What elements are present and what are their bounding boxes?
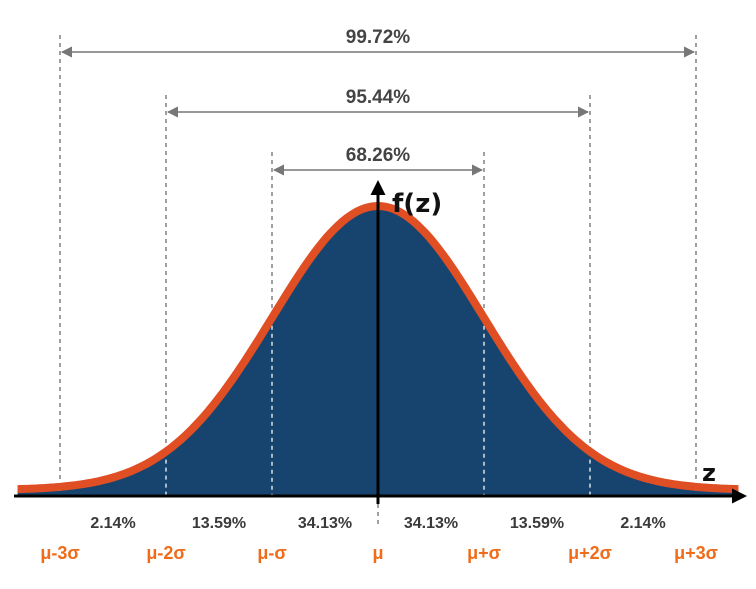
band-label: 2.14% <box>620 515 665 532</box>
band-label: 2.14% <box>90 515 135 532</box>
tick-label: μ-3σ <box>40 543 79 563</box>
band-percentage-labels: 2.14% 13.59% 34.13% 34.13% 13.59% 2.14% <box>90 515 665 532</box>
x-axis-label: z <box>702 459 716 487</box>
y-axis-label: f(z) <box>392 189 442 219</box>
band-label: 34.13% <box>404 515 458 532</box>
interval-label: 95.44% <box>346 87 411 108</box>
band-label: 13.59% <box>192 515 246 532</box>
interval-arrows: 68.26% 95.44% 99.72% <box>60 27 696 176</box>
sigma-guide-lines <box>59 35 697 528</box>
tick-label: μ+σ <box>467 543 501 563</box>
band-label: 34.13% <box>298 515 352 532</box>
tick-label: μ+2σ <box>568 543 612 563</box>
band-label: 13.59% <box>510 515 564 532</box>
tick-label: μ <box>372 543 383 563</box>
tick-label: μ-2σ <box>146 543 185 563</box>
tick-label: μ-σ <box>257 543 286 563</box>
interval-label: 68.26% <box>346 145 411 166</box>
sigma-tick-labels: μ-3σ μ-2σ μ-σ μ μ+σ μ+2σ μ+3σ <box>40 543 718 563</box>
tick-label: μ+3σ <box>674 543 718 563</box>
interval-label: 99.72% <box>346 27 411 48</box>
